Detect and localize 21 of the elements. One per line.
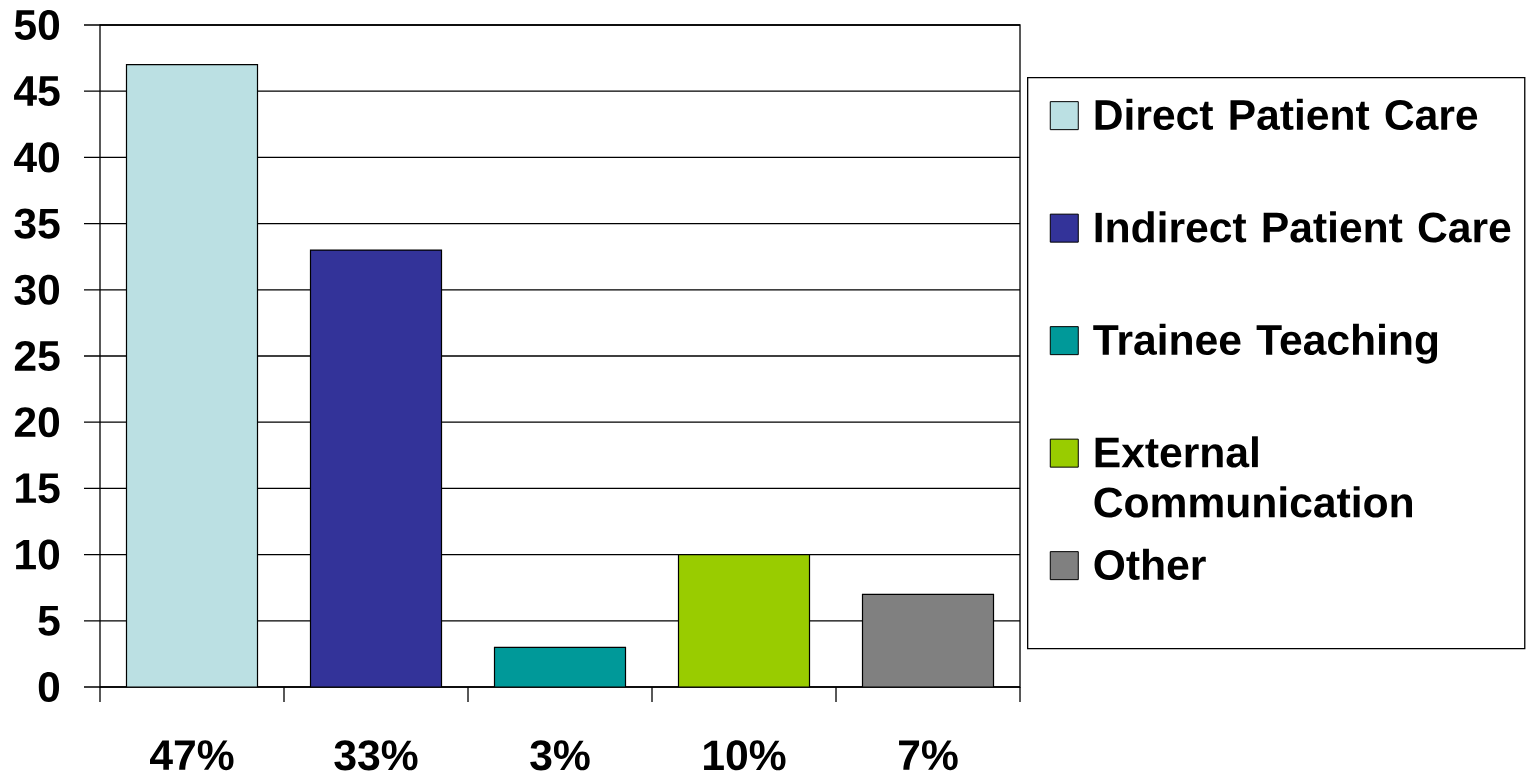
legend-label: Direct Patient Care [1095, 98, 1478, 131]
y-tick-label: 10 [16, 539, 60, 570]
y-tick-label: 5 [38, 605, 60, 636]
legend-label: Trainee Teaching [1093, 323, 1438, 364]
y-tick-label: 30 [14, 274, 60, 305]
legend-label: Other [1094, 548, 1206, 581]
y-tick-label: 40 [14, 142, 60, 173]
y-tick-label: 0 [38, 671, 60, 703]
x-tick-label: 10% [704, 740, 786, 771]
y-tick-label: 50 [14, 9, 60, 41]
y-tick-label: 15 [16, 473, 60, 504]
y-tick-label: 25 [14, 340, 60, 372]
y-tick-label: 35 [14, 208, 60, 239]
x-tick-label: 47% [150, 740, 234, 771]
x-tick-label: 3% [530, 740, 590, 771]
x-tick-label: 33% [334, 740, 418, 771]
legend-label: External Communication [1094, 436, 1412, 518]
y-tick-label: 20 [14, 407, 60, 438]
legend-label: Indirect Patient Care [1095, 211, 1511, 243]
x-tick-label: 7% [899, 740, 958, 771]
y-tick-label: 45 [14, 76, 60, 107]
